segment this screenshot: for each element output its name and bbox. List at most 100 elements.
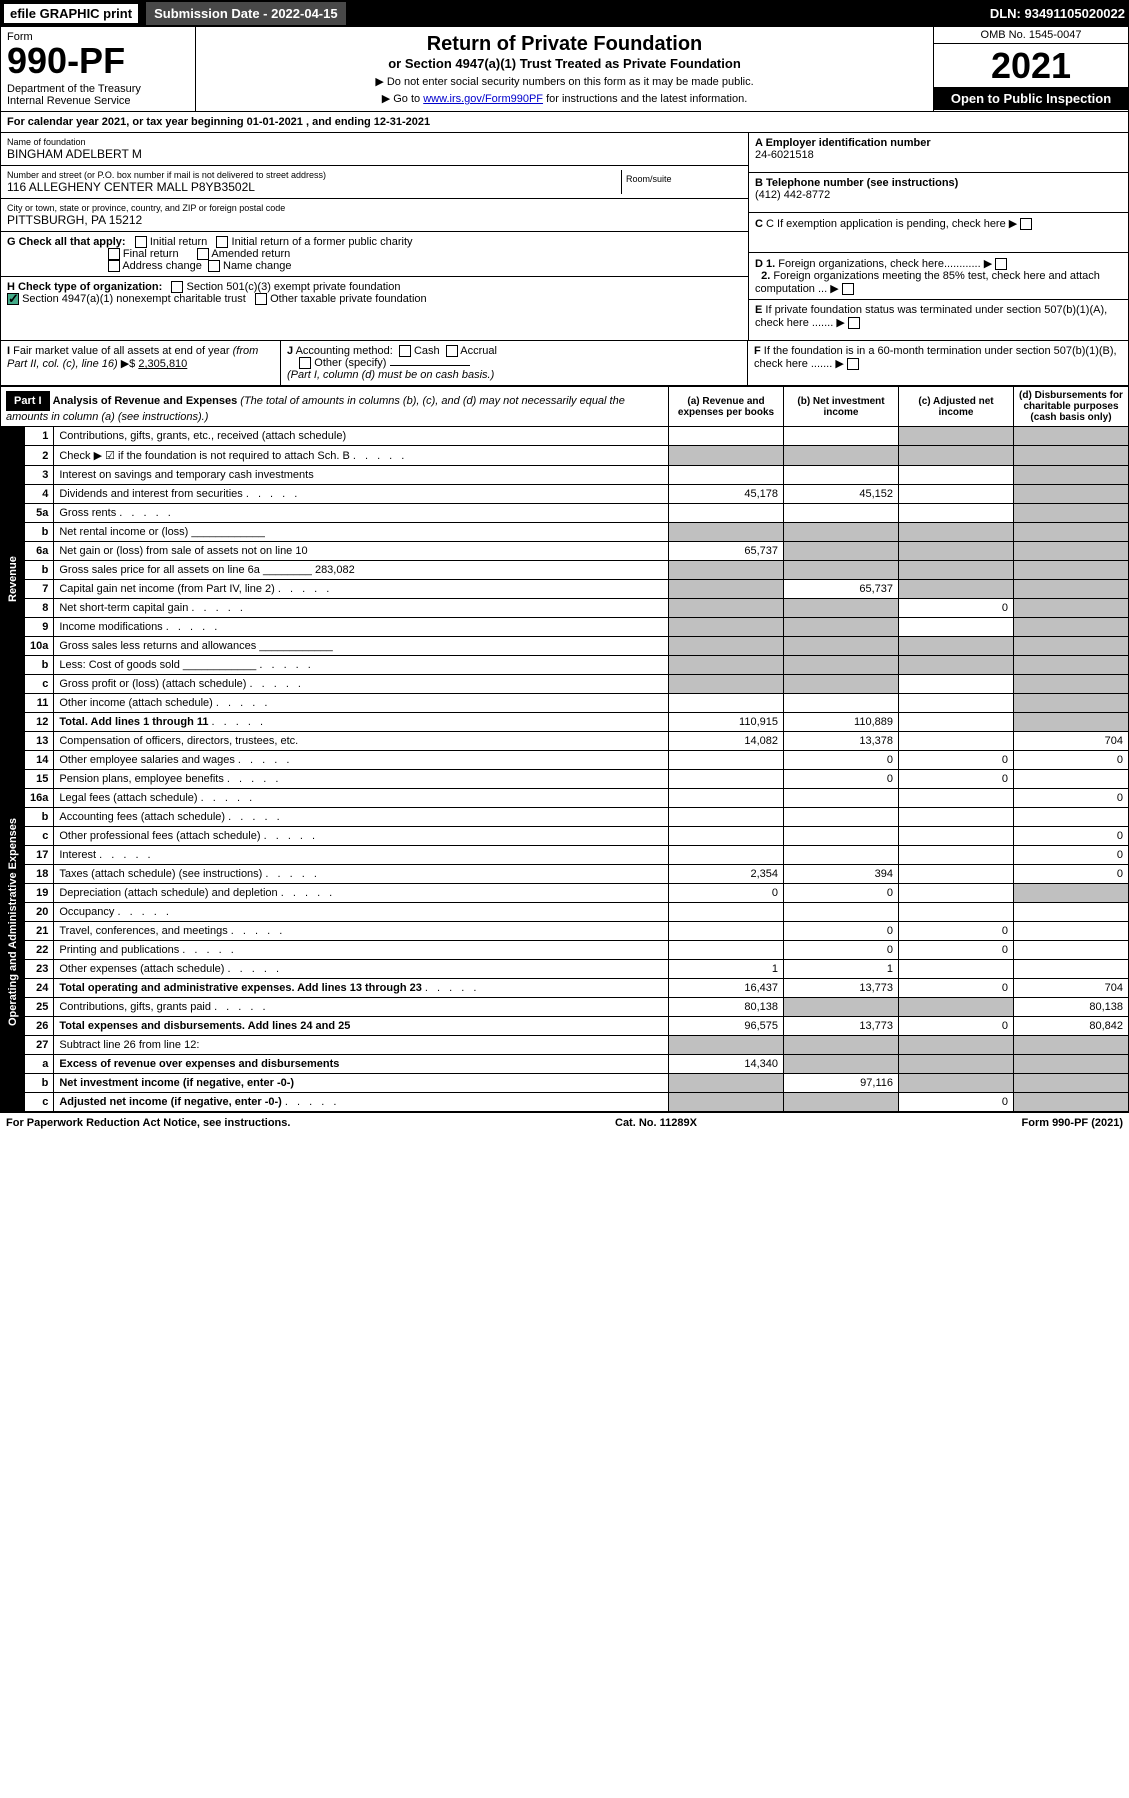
amount-cell bbox=[899, 846, 1014, 865]
check-c[interactable] bbox=[1020, 218, 1032, 230]
amount-cell: 0 bbox=[1014, 865, 1129, 884]
line-number: 10a bbox=[25, 637, 54, 656]
form-header: Form 990-PF Department of the TreasuryIn… bbox=[0, 27, 1129, 112]
i-cell: I Fair market value of all assets at end… bbox=[1, 341, 281, 385]
instructions-link[interactable]: www.irs.gov/Form990PF bbox=[423, 93, 543, 105]
line-description: Gross profit or (loss) (attach schedule)… bbox=[54, 675, 669, 694]
check-final[interactable] bbox=[108, 248, 120, 260]
amount-cell: 2,354 bbox=[669, 865, 784, 884]
table-row: Operating and Administrative Expenses13C… bbox=[1, 732, 1129, 751]
line-number: 20 bbox=[25, 903, 54, 922]
line-number: 5a bbox=[25, 504, 54, 523]
table-row: 4Dividends and interest from securities … bbox=[1, 485, 1129, 504]
amount-cell bbox=[899, 998, 1014, 1017]
amount-cell bbox=[669, 751, 784, 770]
amount-cell bbox=[1014, 599, 1129, 618]
check-e[interactable] bbox=[848, 317, 860, 329]
check-other-taxable[interactable] bbox=[255, 293, 267, 305]
amount-cell bbox=[1014, 427, 1129, 446]
line-number: 6a bbox=[25, 542, 54, 561]
line-description: Other expenses (attach schedule) . . . .… bbox=[54, 960, 669, 979]
line-description: Printing and publications . . . . . bbox=[54, 941, 669, 960]
line-description: Gross rents . . . . . bbox=[54, 504, 669, 523]
amount-cell: 1 bbox=[669, 960, 784, 979]
check-d2[interactable] bbox=[842, 283, 854, 295]
amount-cell bbox=[669, 675, 784, 694]
amount-cell bbox=[899, 827, 1014, 846]
line-number: a bbox=[25, 1055, 54, 1074]
col-c-header: (c) Adjusted net income bbox=[899, 387, 1014, 427]
line-number: 17 bbox=[25, 846, 54, 865]
check-amended[interactable] bbox=[197, 248, 209, 260]
check-4947[interactable] bbox=[7, 293, 19, 305]
amount-cell: 16,437 bbox=[669, 979, 784, 998]
table-row: 21Travel, conferences, and meetings . . … bbox=[1, 922, 1129, 941]
line-description: Income modifications . . . . . bbox=[54, 618, 669, 637]
amount-cell: 45,178 bbox=[669, 485, 784, 504]
line-description: Less: Cost of goods sold ____________ . … bbox=[54, 656, 669, 675]
revenue-label: Revenue bbox=[1, 427, 25, 732]
table-row: aExcess of revenue over expenses and dis… bbox=[1, 1055, 1129, 1074]
line-description: Net short-term capital gain . . . . . bbox=[54, 599, 669, 618]
amount-cell bbox=[899, 656, 1014, 675]
check-501c3[interactable] bbox=[171, 281, 183, 293]
line-number: 7 bbox=[25, 580, 54, 599]
line-number: 27 bbox=[25, 1036, 54, 1055]
check-accrual[interactable] bbox=[446, 345, 458, 357]
room-suite: Room/suite bbox=[622, 170, 742, 194]
form-subtitle: or Section 4947(a)(1) Trust Treated as P… bbox=[202, 56, 927, 71]
table-row: 19Depreciation (attach schedule) and dep… bbox=[1, 884, 1129, 903]
table-row: cGross profit or (loss) (attach schedule… bbox=[1, 675, 1129, 694]
check-cash[interactable] bbox=[399, 345, 411, 357]
table-row: cOther professional fees (attach schedul… bbox=[1, 827, 1129, 846]
amount-cell bbox=[784, 827, 899, 846]
amount-cell bbox=[899, 1036, 1014, 1055]
check-name[interactable] bbox=[208, 260, 220, 272]
amount-cell bbox=[784, 504, 899, 523]
amount-cell bbox=[899, 1055, 1014, 1074]
line-description: Other employee salaries and wages . . . … bbox=[54, 751, 669, 770]
check-address[interactable] bbox=[108, 260, 120, 272]
amount-cell: 1 bbox=[784, 960, 899, 979]
amount-cell bbox=[899, 580, 1014, 599]
check-f[interactable] bbox=[847, 358, 859, 370]
line-number: 8 bbox=[25, 599, 54, 618]
amount-cell bbox=[899, 732, 1014, 751]
table-row: bAccounting fees (attach schedule) . . .… bbox=[1, 808, 1129, 827]
check-other-method[interactable] bbox=[299, 357, 311, 369]
line-description: Net rental income or (loss) ____________ bbox=[54, 523, 669, 542]
check-initial[interactable] bbox=[135, 236, 147, 248]
amount-cell bbox=[784, 466, 899, 485]
check-d1[interactable] bbox=[995, 258, 1007, 270]
table-row: 10aGross sales less returns and allowanc… bbox=[1, 637, 1129, 656]
amount-cell bbox=[1014, 941, 1129, 960]
table-row: 15Pension plans, employee benefits . . .… bbox=[1, 770, 1129, 789]
tel-label: B Telephone number (see instructions) bbox=[755, 177, 958, 189]
table-row: 17Interest . . . . .0 bbox=[1, 846, 1129, 865]
form-number: 990-PF bbox=[7, 43, 189, 79]
table-row: Revenue1Contributions, gifts, grants, et… bbox=[1, 427, 1129, 446]
line-number: 24 bbox=[25, 979, 54, 998]
line-number: 16a bbox=[25, 789, 54, 808]
amount-cell bbox=[899, 637, 1014, 656]
note-2: ▶ Go to www.irs.gov/Form990PF for instru… bbox=[202, 92, 927, 105]
amount-cell bbox=[1014, 561, 1129, 580]
check-initial-former[interactable] bbox=[216, 236, 228, 248]
amount-cell: 0 bbox=[899, 922, 1014, 941]
efile-label[interactable]: efile GRAPHIC print bbox=[4, 4, 138, 23]
line-number: 19 bbox=[25, 884, 54, 903]
fmv-value: 2,305,810 bbox=[138, 358, 187, 370]
amount-cell bbox=[784, 998, 899, 1017]
line-number: 25 bbox=[25, 998, 54, 1017]
amount-cell bbox=[669, 770, 784, 789]
footer-left: For Paperwork Reduction Act Notice, see … bbox=[6, 1117, 290, 1129]
amount-cell: 14,340 bbox=[669, 1055, 784, 1074]
amount-cell bbox=[669, 1093, 784, 1112]
amount-cell: 80,842 bbox=[1014, 1017, 1129, 1036]
submission-label: Submission Date - 2022-04-15 bbox=[146, 2, 346, 25]
amount-cell bbox=[899, 675, 1014, 694]
amount-cell bbox=[784, 446, 899, 466]
amount-cell: 0 bbox=[899, 770, 1014, 789]
ein-value: 24-6021518 bbox=[755, 149, 814, 161]
amount-cell bbox=[784, 1036, 899, 1055]
